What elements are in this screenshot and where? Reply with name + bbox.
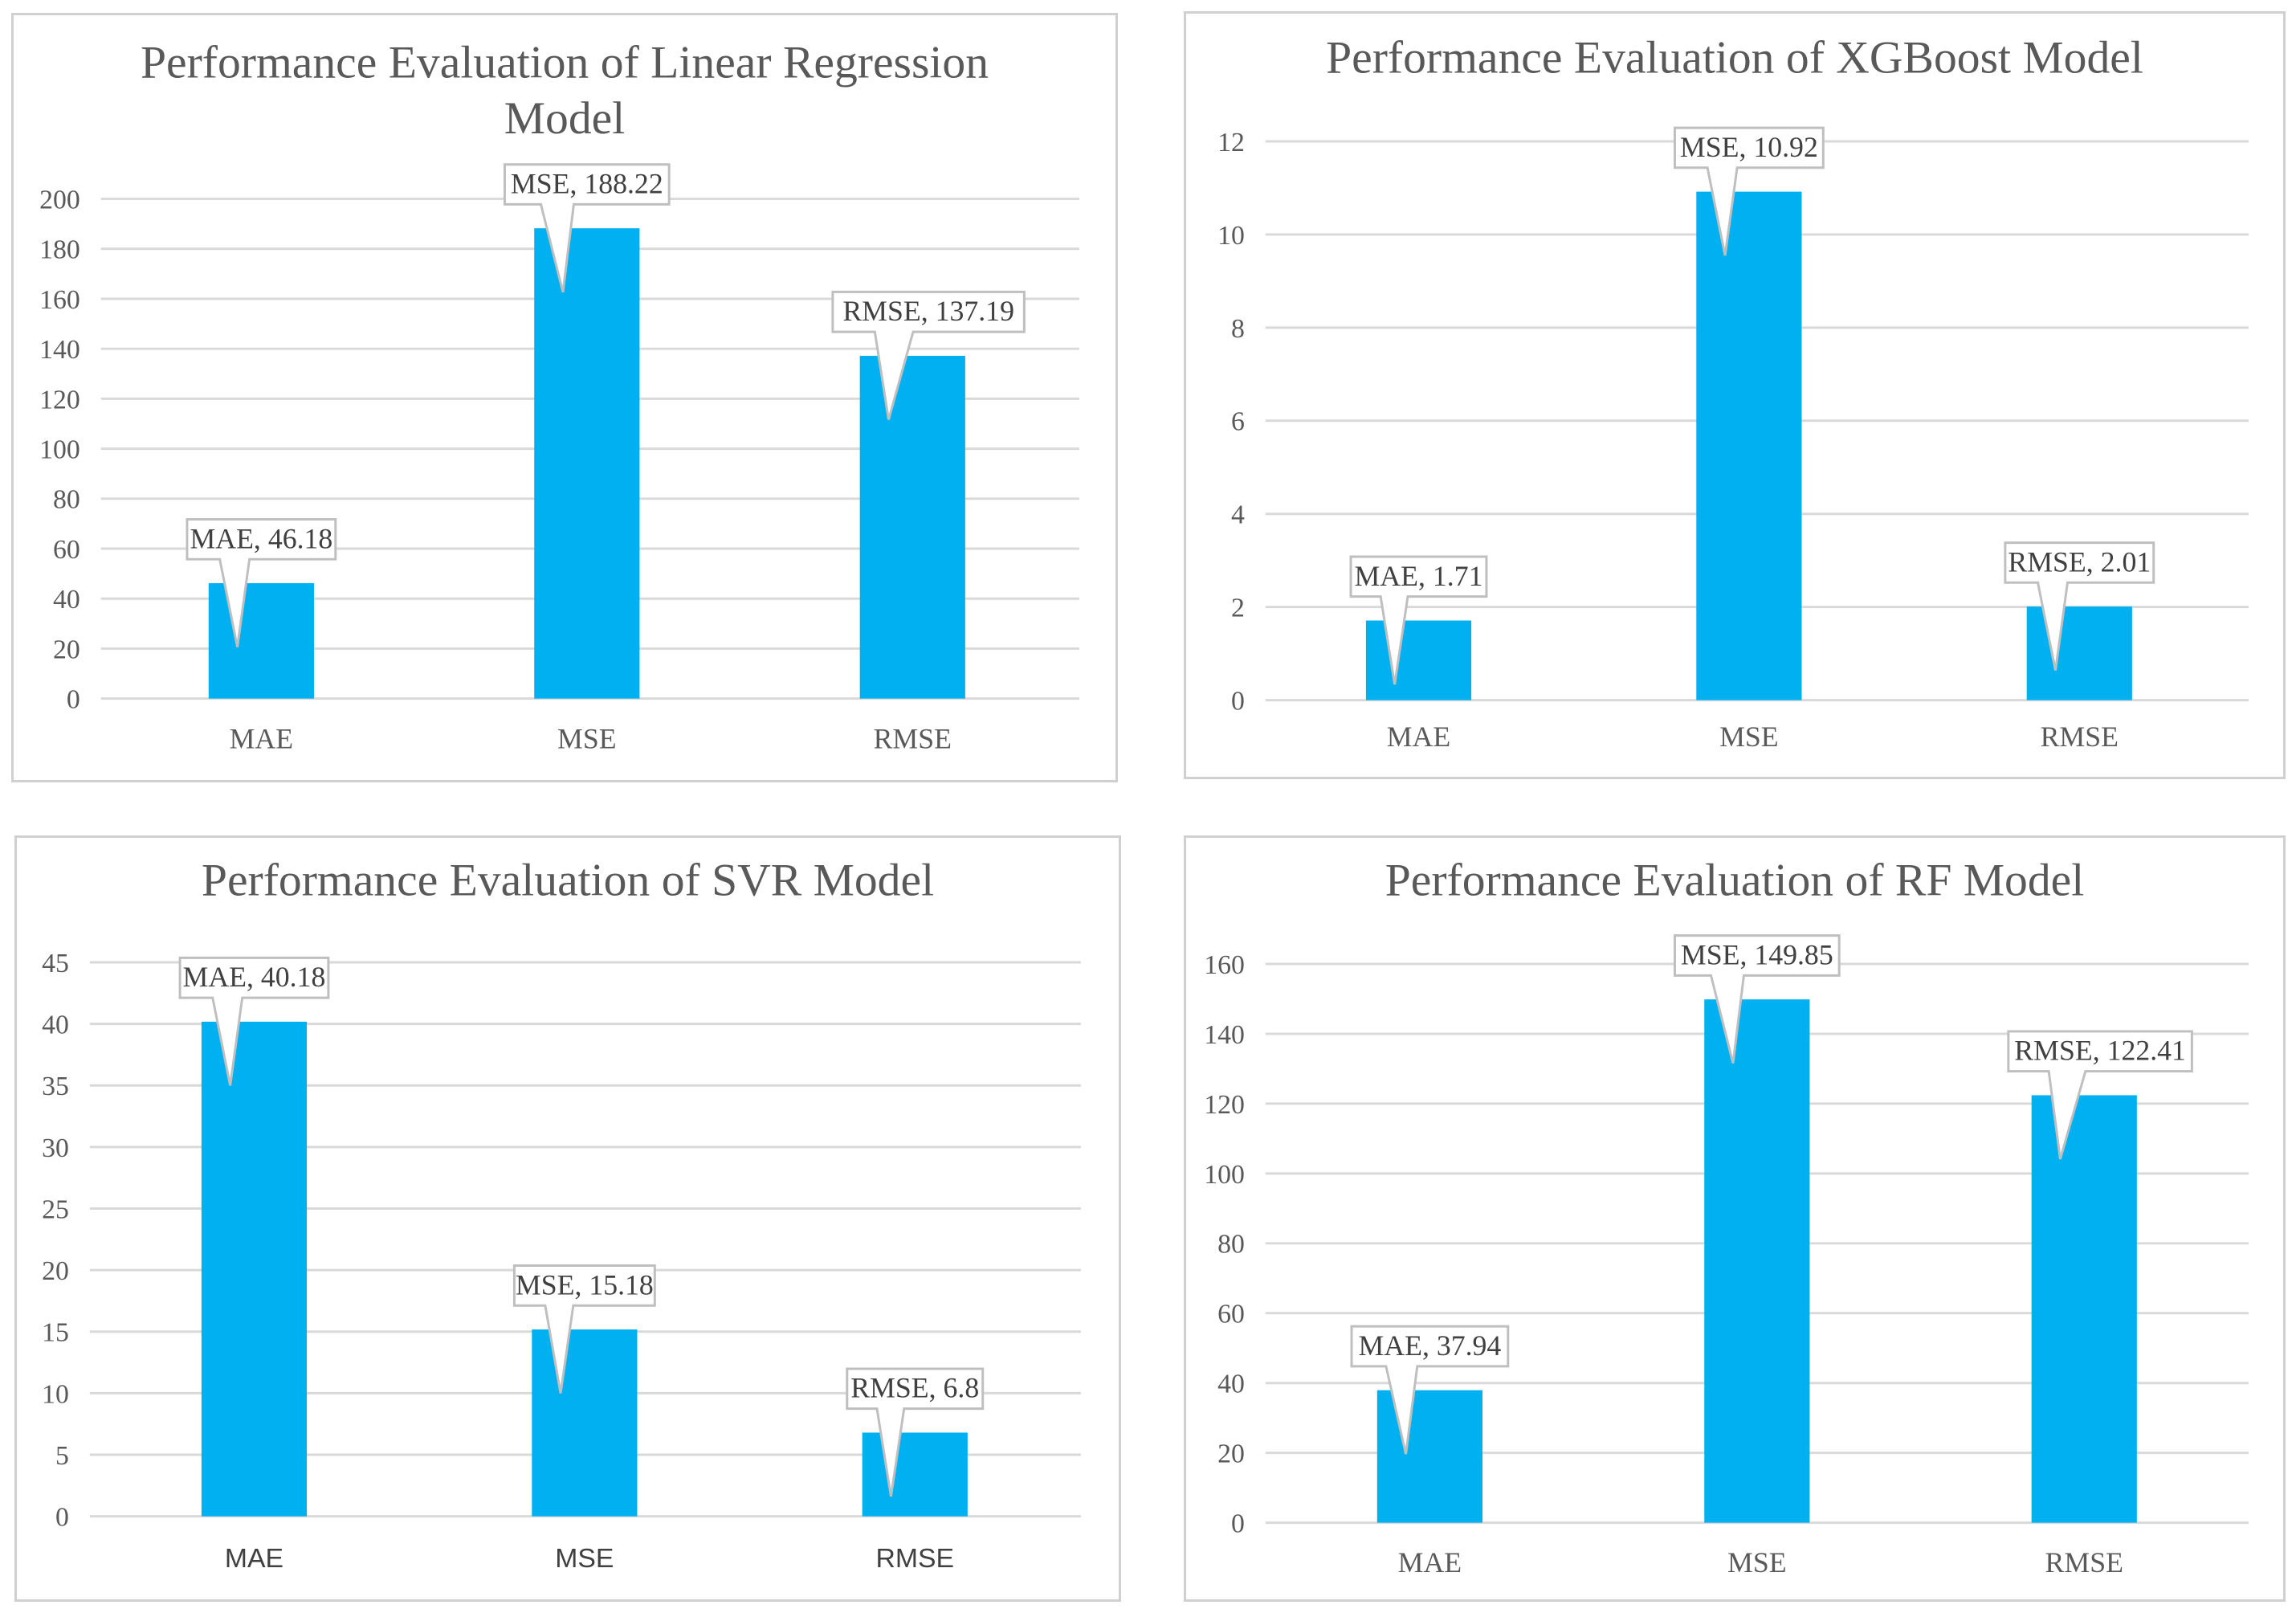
y-tick-label: 60 xyxy=(1217,1300,1245,1329)
y-tick-label: 0 xyxy=(67,685,80,715)
x-category-label: RMSE xyxy=(875,1543,954,1574)
bar-mae xyxy=(1376,1390,1482,1523)
chart-title-line: Performance Evaluation of Linear Regress… xyxy=(141,38,989,88)
y-tick-label: 2 xyxy=(1231,594,1245,623)
y-tick-label: 0 xyxy=(1231,687,1245,717)
chart-title-line: Performance Evaluation of SVR Model xyxy=(202,856,934,906)
y-tick-label: 140 xyxy=(1204,1020,1245,1050)
y-tick-label: 30 xyxy=(42,1133,69,1163)
y-tick-label: 120 xyxy=(39,385,80,414)
y-tick-label: 140 xyxy=(39,335,80,365)
y-tick-label: 80 xyxy=(53,485,80,515)
x-category-label: RMSE xyxy=(874,722,952,754)
data-label-rmse: RMSE, 2.01 xyxy=(2008,545,2151,578)
y-tick-label: 0 xyxy=(55,1503,69,1533)
y-tick-label: 100 xyxy=(1204,1160,1245,1190)
y-tick-label: 200 xyxy=(39,185,80,214)
x-category-label: MSE xyxy=(1727,1546,1787,1578)
bar-mae xyxy=(1365,620,1472,700)
chart-title-line: Performance Evaluation of XGBoost Model xyxy=(1326,33,2143,84)
bar-rmse xyxy=(2026,606,2132,700)
bar-mse xyxy=(532,1329,638,1517)
y-tick-label: 8 xyxy=(1231,314,1245,344)
bar-mse xyxy=(1696,191,1802,700)
data-label-mae: MAE, 40.18 xyxy=(183,961,326,993)
data-label-callout xyxy=(1673,934,1841,1064)
chart-rf: Performance Evaluation of RF Model 0 20 40 6… xyxy=(1184,835,2286,1602)
y-tick-label: 160 xyxy=(1204,950,1245,980)
y-tick-label: 10 xyxy=(42,1379,69,1409)
data-label-callout xyxy=(1350,1325,1510,1455)
data-label-rmse: RMSE, 137.19 xyxy=(842,295,1014,327)
data-label-callout xyxy=(2004,541,2155,671)
x-category-label: MSE xyxy=(1719,721,1779,753)
data-label-mse: MSE, 188.22 xyxy=(511,167,663,199)
data-label-mae: MAE, 37.94 xyxy=(1358,1329,1501,1362)
data-label-mae: MAE, 1.71 xyxy=(1355,560,1483,592)
x-category-label: MAE xyxy=(1387,721,1450,753)
y-tick-label: 160 xyxy=(39,285,80,315)
bar-rmse xyxy=(862,1432,968,1517)
data-label-mse: MSE, 15.18 xyxy=(516,1268,654,1301)
bar-rmse xyxy=(2031,1095,2137,1523)
data-label-rmse: RMSE, 122.41 xyxy=(2014,1035,2186,1067)
y-tick-label: 100 xyxy=(39,435,80,465)
y-tick-label: 35 xyxy=(42,1072,69,1101)
data-label-callout xyxy=(1349,555,1488,685)
bar-mse xyxy=(534,228,640,699)
y-tick-label: 40 xyxy=(1217,1370,1245,1399)
data-label-callout xyxy=(512,1264,656,1394)
y-tick-label: 20 xyxy=(53,635,80,664)
y-tick-label: 180 xyxy=(39,235,80,265)
chart-linear-regression-svg: Performance Evaluation of Linear Regress… xyxy=(39,38,1079,754)
y-tick-label: 40 xyxy=(53,585,80,615)
data-label-mse: MSE, 149.85 xyxy=(1681,938,1833,970)
chart-linear-regression: Performance Evaluation of Linear Regress… xyxy=(11,13,1118,782)
chart-rf-svg: Performance Evaluation of RF Model 0 20 40 6… xyxy=(1204,856,2249,1578)
chart-svr-svg: Performance Evaluation of SVR Model 0 5 10 1… xyxy=(42,856,1081,1574)
chart-xgboost: Performance Evaluation of XGBoost Model 0… xyxy=(1184,11,2286,779)
bar-mse xyxy=(1704,999,1810,1523)
data-label-callout xyxy=(178,956,330,1086)
x-category-label: MSE xyxy=(557,722,617,754)
x-category-label: MSE xyxy=(555,1543,614,1574)
data-label-callout xyxy=(846,1367,985,1497)
chart-svr: Performance Evaluation of SVR Model 0 5 10 1… xyxy=(14,835,1121,1602)
chart-title-line: Model xyxy=(504,93,625,144)
y-tick-label: 120 xyxy=(1204,1090,1245,1120)
y-tick-label: 45 xyxy=(42,949,69,978)
x-category-label: RMSE xyxy=(2045,1546,2123,1578)
data-label-mse: MSE, 10.92 xyxy=(1680,131,1818,163)
y-tick-label: 6 xyxy=(1231,407,1245,437)
data-label-callout xyxy=(1673,126,1825,256)
bar-mae xyxy=(201,1021,308,1517)
data-label-mae: MAE, 46.18 xyxy=(190,522,332,554)
y-tick-label: 20 xyxy=(1217,1439,1245,1469)
y-tick-label: 15 xyxy=(42,1318,69,1348)
y-tick-label: 40 xyxy=(42,1011,69,1040)
data-label-callout xyxy=(831,290,1026,420)
y-tick-label: 60 xyxy=(53,535,80,565)
chart-xgboost-svg: Performance Evaluation of XGBoost Model 0… xyxy=(1217,33,2249,753)
y-tick-label: 0 xyxy=(1231,1509,1245,1539)
data-label-callout xyxy=(2007,1030,2193,1160)
data-label-callout xyxy=(503,163,671,293)
y-tick-label: 5 xyxy=(55,1441,69,1471)
y-tick-label: 10 xyxy=(1217,221,1245,251)
x-category-label: RMSE xyxy=(2041,721,2119,753)
x-category-label: MAE xyxy=(225,1543,283,1574)
bar-rmse xyxy=(859,355,965,699)
x-category-label: MAE xyxy=(1398,1546,1462,1578)
data-label-callout xyxy=(186,518,337,647)
bar-mae xyxy=(208,583,314,699)
y-tick-label: 4 xyxy=(1231,500,1245,530)
y-tick-label: 20 xyxy=(42,1256,69,1286)
y-tick-label: 25 xyxy=(42,1194,69,1224)
data-label-rmse: RMSE, 6.8 xyxy=(850,1372,979,1404)
y-tick-label: 12 xyxy=(1217,128,1245,157)
x-category-label: MAE xyxy=(230,722,293,754)
chart-title-line: Performance Evaluation of RF Model xyxy=(1385,856,2085,906)
y-tick-label: 80 xyxy=(1217,1230,1245,1260)
